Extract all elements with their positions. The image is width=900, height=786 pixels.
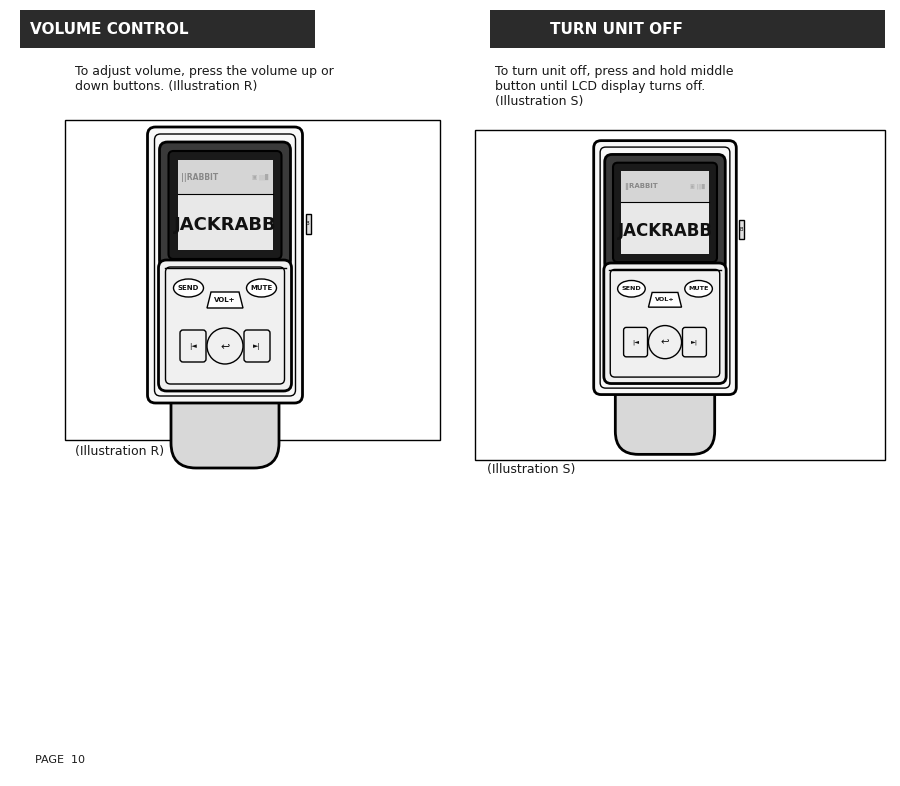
FancyBboxPatch shape — [616, 340, 715, 454]
Bar — [475, 130, 885, 460]
Text: MUTE: MUTE — [250, 285, 273, 291]
Text: TURN UNIT OFF: TURN UNIT OFF — [550, 21, 683, 36]
FancyBboxPatch shape — [180, 330, 206, 362]
FancyBboxPatch shape — [604, 263, 726, 384]
Bar — [490, 10, 885, 48]
Bar — [65, 120, 440, 440]
Text: B: B — [306, 222, 310, 226]
FancyBboxPatch shape — [605, 154, 725, 270]
Bar — [20, 10, 315, 48]
Text: |◄: |◄ — [632, 340, 639, 345]
Bar — [621, 171, 708, 254]
Text: SEND: SEND — [622, 286, 642, 292]
Text: PAGE  10: PAGE 10 — [35, 755, 85, 765]
Polygon shape — [207, 292, 243, 308]
Bar — [177, 160, 273, 250]
Text: ||RABBIT: ||RABBIT — [181, 173, 218, 182]
Text: ||RABBIT: ||RABBIT — [624, 183, 658, 190]
Text: JACKRABB: JACKRABB — [617, 222, 713, 240]
Text: ►|: ►| — [691, 340, 698, 345]
Text: (Illustration S): (Illustration S) — [487, 463, 575, 476]
Text: ↩: ↩ — [220, 341, 230, 351]
Text: SEND: SEND — [178, 285, 199, 291]
Text: VOLUME CONTROL: VOLUME CONTROL — [30, 21, 188, 36]
FancyBboxPatch shape — [171, 343, 279, 468]
FancyBboxPatch shape — [158, 260, 292, 391]
Text: To turn unit off, press and hold middle
button until LCD display turns off.
(Ill: To turn unit off, press and hold middle … — [495, 65, 734, 108]
Bar — [305, 214, 310, 233]
Text: ▣ |||▊: ▣ |||▊ — [690, 184, 706, 189]
Text: VOL+: VOL+ — [655, 297, 675, 303]
Ellipse shape — [247, 279, 276, 297]
Bar — [621, 171, 708, 203]
Ellipse shape — [617, 281, 645, 297]
Ellipse shape — [685, 281, 713, 297]
Bar — [177, 160, 273, 194]
Circle shape — [648, 325, 681, 358]
Text: ►|: ►| — [253, 343, 261, 350]
FancyBboxPatch shape — [594, 141, 736, 395]
Text: B: B — [739, 227, 742, 232]
Text: ▣ |||▊: ▣ |||▊ — [252, 174, 269, 180]
FancyBboxPatch shape — [244, 330, 270, 362]
FancyBboxPatch shape — [624, 328, 647, 357]
Polygon shape — [648, 292, 681, 307]
Circle shape — [207, 328, 243, 364]
FancyBboxPatch shape — [613, 163, 717, 262]
Text: To adjust volume, press the volume up or
down buttons. (Illustration R): To adjust volume, press the volume up or… — [75, 65, 334, 93]
Text: |◄: |◄ — [189, 343, 197, 350]
Text: MUTE: MUTE — [688, 286, 709, 292]
FancyBboxPatch shape — [168, 151, 282, 259]
Text: (Illustration R): (Illustration R) — [75, 445, 164, 458]
FancyBboxPatch shape — [159, 142, 291, 268]
Text: JACKRABB: JACKRABB — [174, 216, 276, 234]
Text: VOL+: VOL+ — [214, 297, 236, 303]
Text: ↩: ↩ — [661, 337, 670, 347]
FancyBboxPatch shape — [148, 127, 302, 403]
Ellipse shape — [174, 279, 203, 297]
Bar — [739, 221, 743, 239]
FancyBboxPatch shape — [682, 328, 707, 357]
